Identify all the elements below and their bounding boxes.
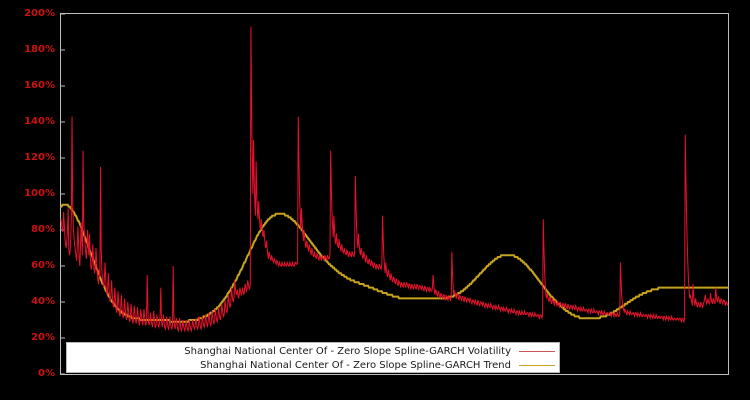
legend-entry-volatility: Shanghai National Center Of - Zero Slope…	[67, 344, 561, 359]
legend-swatch-volatility	[519, 351, 555, 352]
y-axis-tick-label: 40%	[31, 296, 55, 307]
y-axis-tick-label: 100%	[24, 188, 55, 199]
legend-label-trend: Shanghai National Center Of - Zero Slope…	[200, 360, 511, 371]
series-line-volatility	[60, 26, 729, 333]
y-axis-tick-label: 120%	[24, 152, 55, 163]
legend: Shanghai National Center Of - Zero Slope…	[66, 342, 560, 373]
y-axis-tick-label: 180%	[24, 44, 55, 55]
y-axis-tick-label: 0%	[38, 368, 55, 379]
y-axis-tick-label: 80%	[31, 224, 55, 235]
legend-label-volatility: Shanghai National Center Of - Zero Slope…	[184, 346, 511, 357]
y-axis-tick-label: 200%	[24, 8, 55, 19]
legend-swatch-trend	[519, 365, 555, 366]
y-axis-tick-label: 160%	[24, 80, 55, 91]
y-axis-tick-label: 60%	[31, 260, 55, 271]
y-axis-tick-label: 140%	[24, 116, 55, 127]
y-axis-tick-label: 20%	[31, 332, 55, 343]
legend-entry-trend: Shanghai National Center Of - Zero Slope…	[67, 358, 561, 373]
